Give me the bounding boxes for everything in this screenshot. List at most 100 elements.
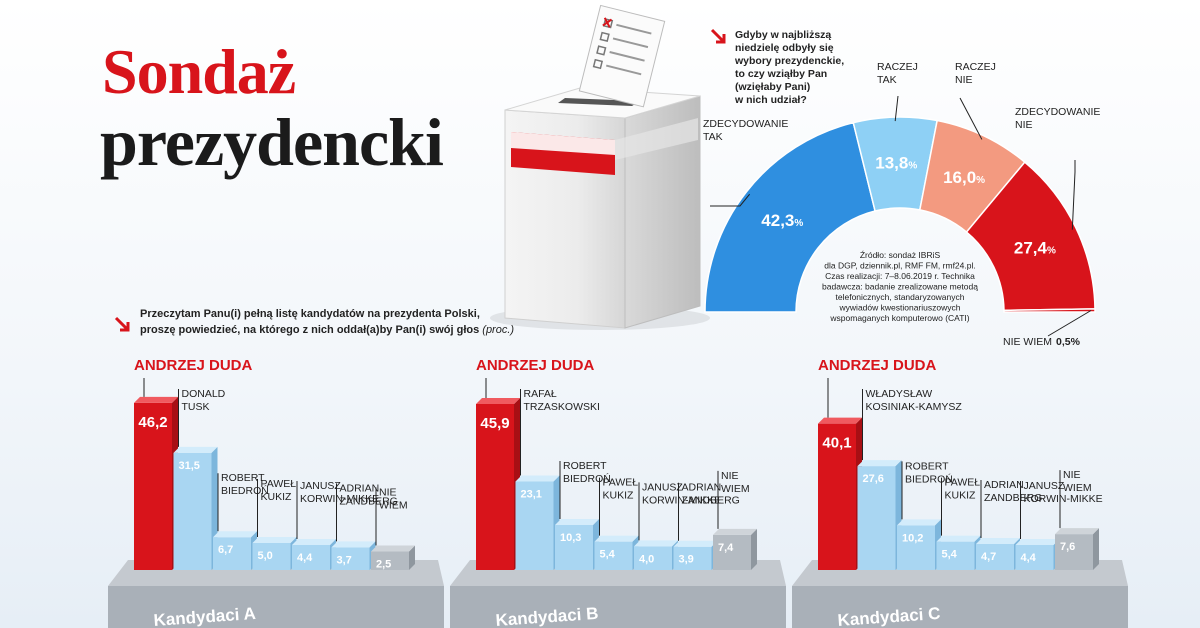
bar-value-janusz-korwin-mikke: 4,0 [639,553,654,565]
bar-face [331,547,370,570]
title-line2: prezydencki [100,104,444,180]
gauge-slice-nie-wiem [1003,308,1096,313]
bar-top [857,460,902,467]
gauge-question-arrow-icon [710,28,726,44]
gauge-value-raczej-nie: 16,0% [943,168,985,187]
gauge-question: Gdyby w najbliższą niedzielę odbyły się wy… [734,29,844,106]
bar-top [173,446,218,453]
bar-label-adrian-zandberg: ADRIAN ZANDBERG [682,482,740,507]
gauge-label-zdecydowanie-nie: ZDECYDOWANIE NIE [1015,106,1100,131]
bar-value-robert-biedron: 6,7 [218,544,233,556]
bar-value-nie-wiem: 7,4 [718,542,734,554]
bar-face [634,546,672,570]
bar-value-janusz-korwin-mikke: 4,4 [297,552,313,564]
bar-top [252,537,297,543]
gauge-source-note: Źródło: sondaż IBRiS dla DGP, dziennik.pl… [822,250,978,323]
gauge-leader-zdecydowanie-tak [710,193,751,207]
bars-question-arrow-icon [114,316,130,332]
bar-value-adrian-zandberg: 3,7 [337,554,352,566]
bar-face [936,541,975,570]
bar-top [331,541,376,548]
bar-value-janusz-korwin-mikke: 4,4 [1021,552,1037,564]
bar-top [818,417,862,424]
bar-face [134,402,172,570]
bar-top [213,531,257,538]
bar-label-adrian-zandberg: ADRIAN ZANDBERG [984,479,1042,504]
gauge-label-raczej-tak: RACZEJ TAK [877,61,918,86]
bar-side [1093,528,1099,570]
bar-value-andrzej-duda: 40,1 [822,435,851,452]
bar-label-janusz-korwin-mikke: JANUSZ KORWIN-MIKKE [300,480,379,505]
bar-label-nie-wiem: NIE WIEM [1063,469,1092,494]
bar-robert-biedron [555,518,599,570]
bar-label-w-adys-aw-kosiniak-kamysz: WŁADYSŁAW KOSINIAK-KAMYSZ [866,388,963,413]
bar-value-andrzej-duda: 45,9 [480,415,509,432]
bar-label-andrzej-duda: ANDRZEJ DUDA [818,357,937,374]
bar-face [1055,534,1093,570]
bar-face [594,541,633,570]
bar-value-robert-biedron: 10,2 [902,532,923,544]
bar-top [976,538,1020,545]
bar-label-nie-wiem: NIE WIEM [721,470,750,495]
bar-top [292,539,336,546]
bars-question-suffix: (proc.) [482,324,514,336]
bar-value-w-adys-aw-kosiniak-kamysz: 27,6 [863,473,884,485]
gauge-value-labels: 42,3% 13,8% 16,0% 27,4% [761,154,1056,258]
bar-face [173,452,212,570]
bar-nie-wiem [1055,528,1099,570]
gauge-leader-zdecydowanie-nie [1071,160,1076,230]
bar-value-andrzej-duda: 46,2 [138,414,167,431]
bar-rafa-trzaskowski [515,475,560,570]
gauge-value-raczej-tak: 13,8% [875,154,917,173]
bar-label-adrian-zandberg: ADRIAN ZANDBERG [340,482,398,507]
bars-question-line2-wrap: proszę powiedzieć, na którego z nich odd… [140,324,514,336]
bar-label-donald-tusk: DONALD TUSK [182,388,226,413]
bars-question-line2: proszę powiedzieć, na którego z nich odd… [140,324,479,336]
gauge-value-zdecydowanie-nie: 27,4% [1014,238,1056,257]
bar-label-pawe-kukiz: PAWEŁ KUKIZ [945,477,981,502]
bar-top [713,528,757,535]
bar-label-robert-biedron: ROBERT BIEDROŃ [221,472,269,497]
bar-value-pawe-kukiz: 5,0 [258,550,273,562]
bar-value-rafa-trzaskowski: 23,1 [521,488,542,500]
gauge-leader-nie-wiem [1047,310,1092,337]
bar-label-andrzej-duda: ANDRZEJ DUDA [476,357,595,374]
bar-robert-biedron [897,519,941,570]
bar-label-rafa-trzaskowski: RAFAŁ TRZASKOWSKI [524,388,600,413]
gauge-leader-raczej-nie [959,97,983,140]
bar-face [371,551,409,570]
bars-question: Przeczytam Panu(i) pełną listę kandydató… [114,308,514,336]
bars-question-line1: Przeczytam Panu(i) pełną listę kandydató… [140,308,480,320]
platform-front [792,586,1128,628]
bar-face [555,524,593,570]
bar-face [673,546,712,570]
bar-value-adrian-zandberg: 4,7 [981,551,996,563]
bar-value-pawe-kukiz: 5,4 [942,549,958,561]
bar-top [555,518,599,525]
bar-top [673,540,718,547]
bar-adrian-zandberg [331,541,376,570]
bar-face [476,403,514,570]
bar-face [252,543,291,570]
bar-top [476,397,520,404]
ballot-paper-icon [578,4,666,108]
gauge-slices [704,116,1096,313]
bar-value-adrian-zandberg: 3,9 [679,554,694,566]
bar-value-nie-wiem: 7,6 [1060,541,1075,553]
bar-top [1055,528,1099,535]
bar-top [1015,539,1060,546]
bar-face [818,423,856,570]
gauge-chart: 42,3% 13,8% 16,0% 27,4% ZDECYDOWANIE TAK RACZ… [703,28,1100,348]
platform-front [108,586,444,628]
bar-value-nie-wiem: 2,5 [376,559,391,571]
bar-face [292,545,330,570]
gauge-label-nie-wiem: NIE WIEM 0,5% [1003,336,1081,348]
gauge-label-raczej-nie: RACZEJ NIE [955,61,996,86]
platform-front [450,586,786,628]
bar-face [213,537,251,570]
